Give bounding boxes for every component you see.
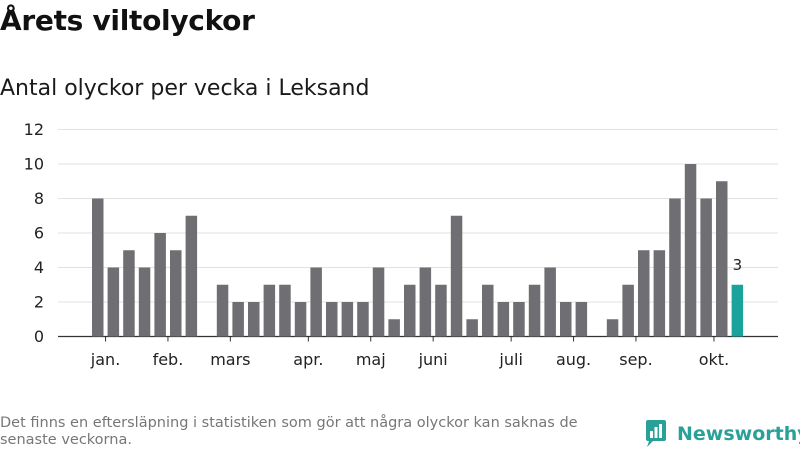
bar-week-22 <box>419 267 432 337</box>
y-tick-label: 12 <box>24 120 44 139</box>
bar-week-20 <box>388 319 400 337</box>
x-tick-label-juli: juli <box>498 350 522 369</box>
chart-title: Årets viltolyckor <box>0 4 255 37</box>
bar-week-17 <box>341 302 354 337</box>
bar-week-11 <box>248 302 260 337</box>
bar-week-40 <box>700 198 712 337</box>
bar-week-3 <box>123 250 135 337</box>
bar-week-24 <box>450 215 463 337</box>
data-label-current-week: 3 <box>733 256 743 274</box>
y-tick-label: 10 <box>24 155 44 174</box>
x-tick-label-okt: okt. <box>699 350 729 369</box>
bar-week-39 <box>684 164 697 337</box>
x-tick-label-jan: jan. <box>90 350 120 369</box>
bar-week-37 <box>653 250 666 337</box>
bar-week-31 <box>560 302 572 337</box>
footnote: Det finns en eftersläpning i statistiken… <box>0 415 578 448</box>
bar-week-4 <box>138 267 151 337</box>
y-tick-label: 0 <box>34 327 44 346</box>
bar-week-26 <box>482 284 494 337</box>
x-tick-label-juni: juni <box>418 350 448 369</box>
bar-week-7 <box>185 215 198 337</box>
x-tick-label-mars: mars <box>210 350 250 369</box>
x-tick-label-feb: feb. <box>153 350 184 369</box>
bar-week-13 <box>279 284 291 337</box>
x-tick-label-sep: sep. <box>619 350 652 369</box>
bar-week-15 <box>310 267 322 337</box>
bar-week-16 <box>326 302 338 337</box>
y-tick-label: 6 <box>34 224 44 243</box>
bar-week-32 <box>575 302 588 337</box>
bar-week-5 <box>154 233 166 337</box>
bar-week-18 <box>357 302 369 337</box>
bar-week-21 <box>404 284 416 337</box>
bar-week-29 <box>528 284 541 337</box>
bar-week-1 <box>92 198 104 337</box>
bar-week-2 <box>107 267 120 337</box>
y-tick-label: 2 <box>34 293 44 312</box>
bar-week-10 <box>232 302 244 337</box>
x-tick-label-apr: apr. <box>293 350 323 369</box>
newsworthy-logo[interactable]: Newsworthy <box>644 418 800 450</box>
bar-current-week <box>731 284 744 337</box>
bar-week-9 <box>216 284 229 337</box>
bar-week-6 <box>170 250 182 337</box>
bar-week-36 <box>638 250 650 337</box>
bar-week-14 <box>294 302 307 337</box>
x-tick-label-aug: aug. <box>556 350 591 369</box>
bar-week-41 <box>716 181 728 337</box>
bar-week-19 <box>372 267 385 337</box>
logo-text: Newsworthy <box>677 423 800 445</box>
bar-week-30 <box>544 267 556 337</box>
y-tick-label: 4 <box>34 258 44 277</box>
bar-week-35 <box>622 284 634 337</box>
bar-week-28 <box>513 302 525 337</box>
y-tick-label: 8 <box>34 189 44 208</box>
bar-week-27 <box>497 302 510 337</box>
bar-chart: 0 2 4 6 8 10 12 3 jan. feb. mars apr. maj juni juli aug… <box>24 120 778 369</box>
bar-week-34 <box>606 319 619 337</box>
bar-week-23 <box>435 284 447 337</box>
bar-chart-logo-icon <box>646 420 666 447</box>
x-tick-label-maj: maj <box>356 350 386 369</box>
bar-week-38 <box>669 198 681 337</box>
bar-week-25 <box>466 319 478 337</box>
chart-subtitle: Antal olyckor per vecka i Leksand <box>0 76 370 101</box>
bar-week-12 <box>263 284 276 337</box>
